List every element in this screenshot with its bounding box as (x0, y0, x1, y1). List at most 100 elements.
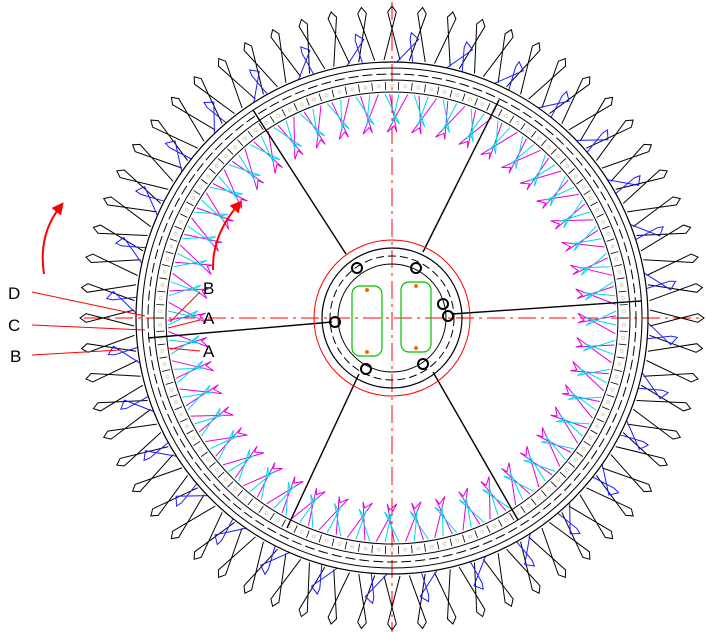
slot-divider (344, 541, 348, 550)
outer-blade (636, 224, 692, 252)
outer-blade (217, 57, 256, 109)
magenta-blade (318, 496, 349, 535)
slot-divider (186, 429, 194, 435)
outer-blade (482, 28, 514, 83)
cyan-blade (458, 497, 485, 528)
slot-divider (371, 545, 373, 554)
blue-blade (607, 174, 641, 194)
slot-cell (324, 538, 329, 543)
slot-divider (619, 304, 628, 306)
outer-blade (615, 169, 668, 204)
blue-blade (643, 272, 677, 291)
slot-divider (169, 394, 178, 398)
slot-divider (583, 440, 591, 446)
outer-blade (458, 18, 486, 74)
slot-cell (158, 322, 162, 327)
slot-cell (480, 529, 485, 534)
slot-divider (269, 115, 275, 124)
slot-cell (556, 154, 561, 159)
slot-divider (436, 541, 440, 550)
slot-cell (287, 108, 292, 112)
slot-divider (568, 168, 575, 175)
hub-bolts (329, 262, 454, 375)
slot-divider (616, 356, 625, 359)
cyan-blade (585, 310, 617, 327)
cyan-blade (182, 225, 216, 245)
cyan-blade (523, 455, 556, 482)
slot-cell (160, 349, 165, 353)
cyan-blade (299, 108, 326, 139)
hub-bolt (360, 363, 372, 375)
cyan-blade (194, 199, 228, 222)
blue-blade (396, 31, 420, 63)
slot-cell (173, 400, 178, 405)
slot-divider (596, 213, 604, 218)
slot-band (156, 82, 628, 554)
slot-divider (293, 103, 298, 111)
outer-blade (586, 475, 634, 517)
slot-divider (559, 158, 567, 165)
slot-divider (344, 86, 348, 95)
slot-cell (350, 87, 355, 92)
slot-cell (537, 136, 541, 141)
slot-divider (520, 505, 526, 514)
cyan-blade (228, 154, 261, 181)
outer-blade (549, 76, 591, 124)
blue-blade (619, 420, 650, 450)
slot-divider (610, 251, 619, 255)
outer-blade (482, 553, 514, 608)
slot-divider (559, 471, 567, 478)
outer-blade (615, 432, 668, 467)
slot-divider (247, 130, 254, 138)
cyan-blade (509, 135, 535, 169)
leader-lines (31, 291, 201, 356)
slot-cell (162, 270, 167, 274)
slot-cell (299, 102, 304, 107)
slot-divider (358, 84, 360, 93)
blue-blade (175, 483, 208, 507)
magenta-blade (550, 203, 594, 230)
slot-cell (619, 349, 624, 353)
slot-divider (281, 519, 286, 527)
blue-blade (576, 129, 609, 153)
slot-cell (363, 85, 368, 90)
cyan-blade (441, 99, 458, 133)
outer-blade (102, 408, 157, 440)
slot-divider (509, 115, 515, 124)
outer-blade (170, 96, 216, 142)
slot-cell (610, 244, 615, 249)
cyan-blade (409, 510, 429, 541)
magenta-blade (575, 337, 615, 364)
outer-blade (298, 562, 326, 618)
blue-blade (214, 518, 246, 546)
slot-cell (537, 495, 541, 500)
slot-divider (610, 381, 619, 385)
hub (313, 239, 471, 397)
outer-blade (298, 18, 326, 74)
slot-divider (618, 343, 627, 346)
slot-divider (209, 461, 216, 468)
outer-blade (627, 408, 682, 440)
spokes (147, 99, 642, 529)
slot-divider (159, 277, 168, 280)
outer-blade (434, 569, 457, 625)
slot-divider (606, 394, 615, 398)
slot-cell (565, 164, 570, 168)
magenta-blade (458, 110, 493, 149)
slot-cell (223, 477, 228, 482)
slot-cell (573, 457, 578, 462)
blue-blade (107, 345, 141, 364)
slot-divider (156, 330, 165, 332)
slot-cell (350, 544, 355, 549)
slot-cell (455, 538, 460, 543)
slot-cell (165, 257, 170, 261)
outer-blade (383, 575, 401, 631)
slot-divider (180, 213, 188, 218)
slot-divider (449, 538, 453, 547)
cyan-blade (488, 120, 511, 154)
slot-cell (504, 114, 508, 118)
slot-cell (480, 102, 485, 107)
hub-bolt (329, 316, 341, 328)
slot-cell (617, 362, 622, 366)
